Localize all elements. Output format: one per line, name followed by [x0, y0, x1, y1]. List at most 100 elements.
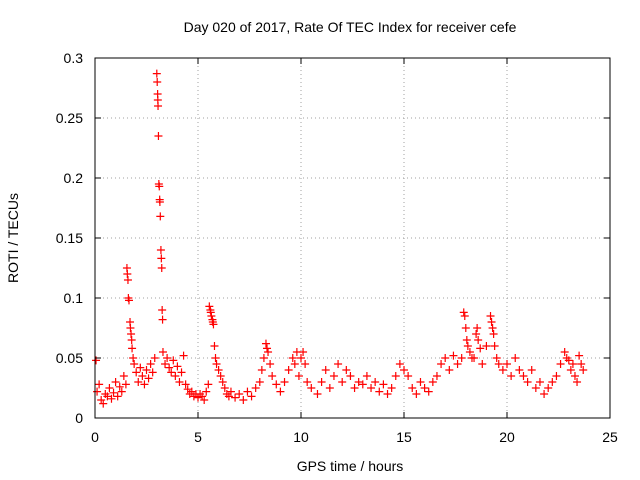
- data-point: [511, 354, 520, 362]
- data-point: [187, 387, 196, 396]
- y-tick-label: 0.3: [64, 50, 84, 66]
- data-point: [163, 354, 172, 362]
- data-point: [453, 360, 462, 368]
- data-point: [109, 388, 118, 397]
- data-point: [325, 384, 334, 392]
- data-point: [97, 396, 106, 404]
- x-tick-label: 20: [499, 429, 515, 445]
- data-point: [103, 392, 112, 401]
- data-point: [354, 378, 363, 386]
- data-point: [119, 372, 128, 380]
- data-point: [470, 354, 479, 362]
- data-point: [566, 366, 575, 374]
- data-point: [404, 372, 413, 380]
- x-tick-label: 15: [396, 429, 412, 445]
- data-point: [124, 296, 133, 305]
- data-point: [198, 392, 207, 401]
- data-point: [441, 354, 450, 362]
- data-point: [127, 336, 136, 344]
- data-point: [142, 366, 151, 374]
- data-point: [301, 360, 310, 368]
- data-point: [216, 372, 225, 380]
- data-point: [303, 378, 312, 386]
- data-point: [523, 378, 532, 386]
- data-point: [428, 378, 437, 386]
- data-point: [350, 384, 359, 392]
- data-point: [165, 363, 174, 372]
- data-point: [329, 372, 338, 380]
- data-point: [173, 362, 182, 371]
- axis-ticks: [94, 57, 611, 419]
- data-point: [362, 372, 371, 380]
- data-point: [570, 372, 579, 380]
- data-point: [272, 380, 281, 389]
- data-point: [488, 324, 497, 332]
- data-point: [284, 366, 293, 374]
- data-point: [259, 354, 268, 362]
- data-point: [243, 387, 252, 396]
- data-point: [568, 360, 577, 368]
- data-point: [255, 378, 264, 386]
- y-axis-title: ROTI / TECUs: [5, 193, 21, 283]
- data-point: [473, 324, 482, 332]
- data-point: [239, 396, 248, 404]
- data-point: [150, 354, 159, 362]
- data-point: [181, 380, 190, 389]
- data-point: [297, 354, 305, 362]
- data-point: [157, 254, 166, 263]
- y-tick-label: 0.25: [56, 110, 83, 126]
- data-point: [93, 387, 102, 396]
- data-point: [152, 69, 161, 78]
- data-point: [472, 330, 481, 338]
- data-point: [129, 354, 138, 362]
- data-point: [486, 312, 495, 320]
- data-point: [462, 336, 471, 344]
- data-point: [358, 380, 367, 389]
- data-point: [317, 378, 326, 386]
- data-point: [577, 360, 586, 368]
- data-point: [117, 387, 126, 396]
- data-point: [123, 270, 132, 278]
- y-tick-label: 0.05: [56, 350, 83, 366]
- data-point: [556, 360, 565, 368]
- data-point: [218, 378, 227, 386]
- data-point: [564, 356, 573, 365]
- data-point: [121, 380, 130, 389]
- data-point: [211, 354, 220, 362]
- data-point: [299, 348, 308, 356]
- data-point: [209, 320, 218, 329]
- data-point: [334, 360, 343, 368]
- data-point: [111, 378, 120, 386]
- data-point: [294, 372, 303, 380]
- data-point: [95, 380, 104, 389]
- data-point: [476, 344, 485, 353]
- data-point: [212, 360, 221, 368]
- data-point: [205, 302, 214, 311]
- data-point: [144, 374, 153, 383]
- data-point: [290, 360, 299, 368]
- data-point: [313, 390, 322, 398]
- data-point: [127, 330, 136, 338]
- data-point: [123, 276, 132, 284]
- data-point: [379, 380, 388, 389]
- data-point: [494, 360, 503, 368]
- data-point: [130, 360, 139, 368]
- data-point: [224, 392, 233, 401]
- data-point: [515, 366, 524, 374]
- data-point: [460, 312, 469, 320]
- data-point: [154, 102, 163, 110]
- x-axis-title: GPS time / hours: [297, 458, 404, 474]
- data-point: [146, 360, 155, 368]
- x-tick-label: 10: [293, 429, 309, 445]
- data-point: [175, 378, 184, 386]
- data-point: [432, 372, 441, 380]
- data-point: [264, 348, 273, 356]
- data-point: [391, 372, 400, 380]
- data-point: [560, 348, 569, 356]
- data-point: [134, 378, 143, 386]
- x-tick-labels: 0 5 10 15 20 25: [91, 429, 618, 445]
- data-point: [128, 344, 137, 353]
- x-tick-label: 5: [194, 429, 202, 445]
- data-point: [371, 378, 380, 386]
